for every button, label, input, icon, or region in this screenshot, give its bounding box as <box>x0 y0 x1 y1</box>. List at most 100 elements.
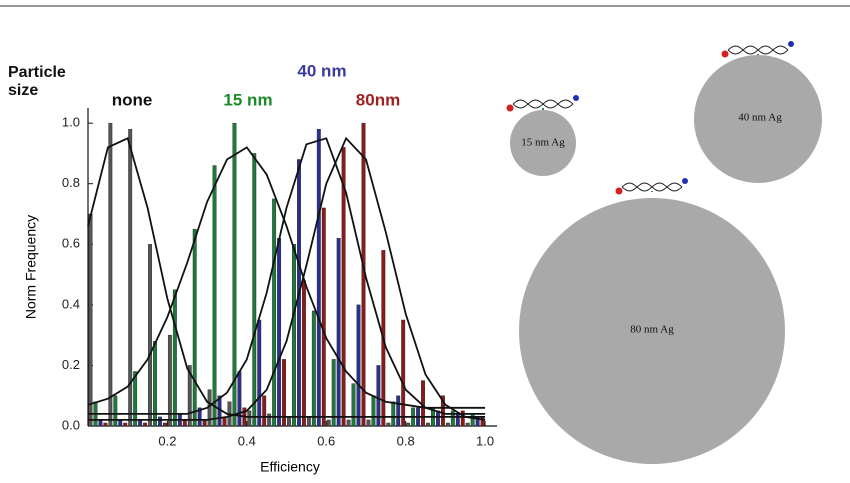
bar <box>257 319 262 427</box>
y-tick-label: 0.8 <box>62 175 80 190</box>
bar <box>138 419 143 427</box>
particle-label: 40 nm Ag <box>738 112 782 124</box>
bar <box>167 334 172 427</box>
bar <box>247 410 252 427</box>
y-tick-label: 0.0 <box>62 417 80 432</box>
legend-title: Particle size <box>8 64 66 99</box>
bar <box>202 419 207 427</box>
bar <box>346 419 351 427</box>
bar <box>465 422 470 427</box>
bar <box>406 422 411 427</box>
bar <box>341 147 346 427</box>
chart: 0.0 0.2 0.4 0.6 0.8 1.0 0.2 0.4 0.6 0.8 1.0 Efficie… <box>23 61 497 475</box>
dye-red <box>721 50 729 58</box>
bar <box>172 289 177 427</box>
bar <box>88 213 93 427</box>
y-tick-label: 0.4 <box>62 296 80 311</box>
bar <box>351 383 356 427</box>
bar <box>326 419 331 427</box>
bar <box>316 128 321 427</box>
fit-curve <box>88 136 486 421</box>
series-label: 80nm <box>356 90 400 109</box>
bar <box>336 238 341 427</box>
bar <box>272 198 277 427</box>
bar <box>435 410 440 427</box>
bar <box>237 371 242 427</box>
fit-curve <box>87 137 486 418</box>
fit-curve <box>88 137 486 415</box>
bar <box>445 422 450 427</box>
bar <box>113 395 118 427</box>
x-tick-label: 0.2 <box>158 433 176 448</box>
particle-80 <box>519 198 785 464</box>
dye-red <box>615 187 623 195</box>
y-tick-label: 0.2 <box>62 357 80 372</box>
bar <box>396 395 401 427</box>
bar <box>301 280 306 427</box>
dna-strand <box>512 99 574 109</box>
particle-label: 80 nm Ag <box>630 324 674 336</box>
bar <box>103 422 108 427</box>
y-axis-label: Norm Frequency <box>23 215 39 319</box>
bar <box>366 419 371 427</box>
bar <box>311 310 316 427</box>
bar <box>391 401 396 427</box>
bar <box>401 319 406 427</box>
bar <box>470 413 475 427</box>
bar <box>98 419 103 427</box>
bar <box>331 359 336 427</box>
bar <box>267 413 272 427</box>
particle-label: 15 nm Ag <box>521 137 565 149</box>
y-tick-label: 1.0 <box>62 115 80 130</box>
bar <box>148 244 152 427</box>
dye-blue <box>682 178 688 184</box>
x-tick-label: 0.4 <box>238 433 256 448</box>
diagram: 15 nm Ag 40 nm Ag 80 nm Ag <box>506 41 822 464</box>
dna-strand <box>727 45 789 55</box>
dye-blue <box>573 95 579 101</box>
bar <box>143 422 148 427</box>
bar <box>252 153 257 427</box>
bar <box>440 395 445 427</box>
bar <box>426 422 430 427</box>
dna-icons <box>506 41 794 195</box>
bar <box>287 416 291 427</box>
bar <box>306 416 311 427</box>
bar <box>356 304 361 427</box>
bar <box>212 165 217 427</box>
fit-curve <box>87 146 486 409</box>
bar <box>371 395 376 427</box>
series-label: 40 nm <box>297 61 346 80</box>
bar <box>118 419 123 427</box>
x-tick-label: 1.0 <box>476 433 494 448</box>
bar <box>128 128 133 427</box>
x-tick-label: 0.6 <box>317 433 335 448</box>
particle-15 <box>510 110 576 176</box>
dna-strand <box>621 182 683 192</box>
bar <box>123 422 128 427</box>
bar <box>376 365 381 427</box>
bar <box>197 407 202 427</box>
bar <box>158 416 162 427</box>
bar <box>153 341 157 427</box>
series-label: 15 nm <box>223 90 272 109</box>
bar <box>386 422 391 427</box>
bar <box>192 228 197 427</box>
bar <box>133 371 138 427</box>
bar <box>460 410 465 427</box>
bar <box>480 416 485 427</box>
bar <box>182 419 187 427</box>
bar <box>187 365 192 427</box>
x-tick-label: 0.8 <box>397 433 415 448</box>
bar <box>108 122 113 427</box>
bar <box>282 359 286 427</box>
bar <box>321 207 326 427</box>
series-label: none <box>112 90 153 109</box>
bar <box>262 395 267 427</box>
particle-40 <box>694 55 822 183</box>
bar <box>277 238 282 427</box>
dye-red <box>506 104 514 112</box>
bar <box>292 244 296 427</box>
